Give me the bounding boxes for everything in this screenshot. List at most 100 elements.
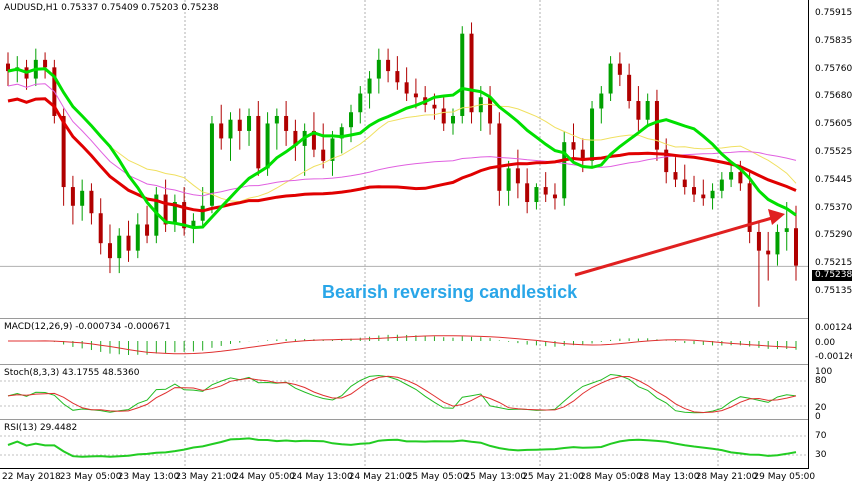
candle-body — [534, 187, 539, 203]
candle-body — [562, 142, 567, 199]
candle-body — [70, 187, 75, 206]
price-axis-line — [808, 0, 809, 468]
candle-body — [673, 172, 678, 180]
price-tick-label: 0.75835 — [815, 35, 852, 46]
candle-body — [256, 115, 261, 169]
candle-body — [756, 231, 761, 251]
candle-body — [274, 115, 279, 124]
candle-body — [645, 101, 650, 120]
candle-body — [775, 231, 780, 255]
candle-body — [794, 228, 798, 266]
candle-body — [339, 127, 344, 139]
candle-body — [349, 112, 354, 128]
time-tick-label: 29 May 05:00 — [753, 472, 816, 482]
time-tick-label: 28 May 05:00 — [580, 472, 642, 482]
candle-body — [163, 194, 168, 225]
candle-body — [580, 149, 585, 161]
panel-separator — [0, 419, 808, 420]
candle-body — [107, 243, 112, 259]
candle-body — [321, 149, 326, 161]
candle-body — [284, 115, 289, 131]
chart-header: AUDUSD,H1 0.75337 0.75409 0.75203 0.7523… — [4, 3, 219, 13]
time-tick-label: 23 May 13:00 — [117, 472, 180, 482]
candle-body — [571, 142, 576, 150]
candle-body — [525, 183, 530, 203]
rsi-line — [7, 437, 797, 458]
candle-body — [209, 123, 214, 206]
candle-body — [145, 224, 150, 236]
candle-body — [515, 168, 520, 184]
price-tick-label: 0.75370 — [815, 202, 852, 213]
candle-body — [664, 149, 669, 173]
candle-body — [89, 190, 94, 214]
candle-body — [182, 202, 187, 229]
candle-body — [701, 194, 706, 199]
rsi-label: RSI(13) 29.4482 — [4, 423, 78, 433]
candle-body — [358, 93, 363, 113]
candle-body — [636, 101, 641, 120]
candle-body — [172, 202, 177, 225]
candle-body — [395, 71, 400, 83]
candle-body — [590, 108, 595, 161]
candle-body — [191, 220, 196, 229]
rsi-level-30: 30 — [815, 450, 827, 460]
time-tick-label: 28 May 13:00 — [637, 472, 700, 482]
stoch-k-line — [7, 373, 797, 414]
candle-body — [293, 130, 298, 146]
candle-body — [219, 123, 224, 139]
candle-body — [228, 119, 233, 139]
candle-body — [710, 190, 715, 199]
candle-body — [98, 213, 103, 244]
time-tick-label: 25 May 13:00 — [464, 472, 527, 482]
candle-body — [747, 183, 752, 232]
ma-yellow-line — [7, 68, 797, 203]
ma-slow-line — [7, 97, 797, 213]
price-tick-label: 0.75525 — [815, 147, 852, 157]
candle-body — [729, 172, 734, 180]
arrow-head-icon — [768, 209, 785, 225]
candle-body — [80, 190, 85, 206]
rsi-level-70: 70 — [815, 431, 827, 441]
time-tick-label: 25 May 21:00 — [522, 472, 584, 482]
price-tick-label: 0.75290 — [815, 230, 852, 241]
stoch-level-80: 80 — [815, 376, 827, 386]
candle-body — [6, 63, 10, 72]
time-tick-label: 24 May 21:00 — [348, 472, 411, 482]
candle-body — [117, 235, 122, 259]
candle-body — [367, 78, 372, 94]
candle-body — [599, 93, 604, 109]
stoch-level-20: 20 — [815, 403, 827, 413]
macd-signal-line — [8, 335, 797, 355]
price-tick-label: 0.75215 — [815, 258, 852, 269]
price-tick-label: 0.75915 — [815, 8, 852, 18]
candle-body — [766, 250, 771, 255]
candle-body — [784, 228, 789, 232]
candle-body — [469, 33, 474, 113]
candle-body — [441, 108, 446, 124]
time-tick-label: 23 May 21:00 — [175, 472, 238, 482]
candle-body — [413, 93, 418, 98]
stoch-d-line — [7, 375, 797, 414]
candle-body — [488, 97, 493, 124]
candle-body — [247, 115, 252, 131]
candle-body — [200, 205, 205, 221]
candle-body — [617, 63, 622, 75]
time-tick-label: 24 May 13:00 — [291, 472, 353, 482]
time-tick-label: 28 May 21:00 — [695, 472, 758, 482]
time-tick-label: 23 May 05:00 — [59, 472, 122, 482]
price-tick-label: 0.75605 — [815, 119, 852, 130]
candle-body — [450, 115, 455, 124]
candle-body — [311, 130, 316, 150]
candle-body — [386, 59, 391, 72]
macd-level-bottom: -0.001263 — [815, 352, 852, 362]
candle-body — [506, 168, 511, 191]
stoch-label: Stoch(8,3,3) 43.1755 48.5360 — [4, 368, 140, 378]
candle-body — [265, 123, 270, 169]
candle-body — [61, 115, 66, 188]
time-tick-label: 25 May 05:00 — [406, 472, 469, 482]
price-tick-label: 0.75135 — [815, 286, 852, 296]
macd-level-zero: 0.00 — [815, 338, 836, 348]
candle-body — [719, 179, 724, 191]
